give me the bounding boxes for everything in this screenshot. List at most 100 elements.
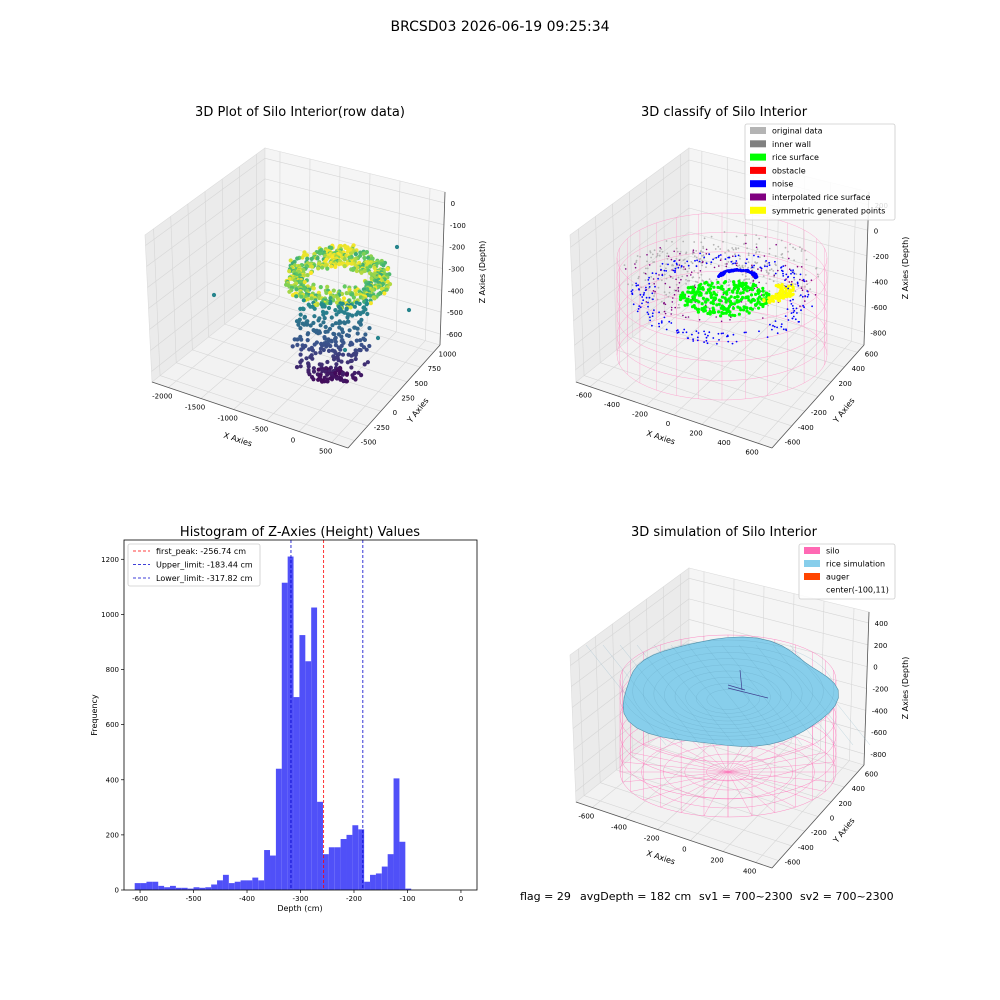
classified-point — [675, 247, 678, 250]
classified-point — [756, 261, 759, 264]
classified-point — [659, 247, 661, 249]
raw-data-point — [329, 264, 334, 269]
classified-point — [739, 255, 741, 258]
classified-point — [766, 336, 769, 338]
classified-point — [653, 292, 656, 295]
classified-point — [691, 252, 694, 255]
p2-gridline-z — [571, 183, 690, 272]
classified-point — [764, 265, 766, 268]
histogram-bar — [270, 855, 276, 890]
classified-point — [671, 264, 673, 267]
raw-data-point — [323, 263, 328, 268]
classified-point — [666, 255, 668, 258]
classified-point — [658, 254, 661, 257]
panel-simulation: 3D simulation of Silo Interior -600-400-… — [569, 525, 910, 876]
p2-gridline-z — [570, 159, 690, 248]
p4-silo-floor-spoke — [622, 771, 729, 783]
p1-x-tick-label: -500 — [252, 426, 268, 434]
classified-point — [717, 245, 720, 248]
p4-silo-floor-spoke — [630, 752, 729, 773]
classified-point — [743, 331, 746, 334]
panel-4-y-label: Y Axies — [831, 816, 857, 845]
classified-point — [678, 264, 681, 266]
rice-mesh-line — [704, 644, 786, 746]
classified-point — [804, 286, 806, 288]
classified-point — [668, 274, 671, 277]
p4-gridline-z — [571, 598, 690, 687]
raw-data-point — [300, 255, 305, 260]
classified-point — [645, 301, 648, 303]
classified-point — [719, 271, 723, 275]
panel-2-legend-label: noise — [772, 180, 793, 189]
raw-data-point — [339, 359, 344, 364]
raw-data-point — [311, 286, 316, 291]
p4-axis-y — [771, 764, 865, 869]
classified-point — [670, 322, 673, 324]
classified-point — [705, 253, 708, 255]
raw-data-point — [329, 377, 335, 382]
p1-gridline-y — [192, 349, 381, 412]
classified-point — [731, 342, 734, 345]
classified-point — [765, 282, 768, 285]
classified-point — [664, 303, 667, 306]
classified-point — [697, 272, 699, 274]
p2-z-tick-label: -600 — [871, 304, 887, 312]
classified-point — [637, 277, 640, 280]
classified-point — [804, 249, 806, 252]
classified-point — [665, 328, 668, 331]
histogram-bar — [193, 887, 200, 890]
classified-point — [692, 340, 695, 342]
p1-gridline-z — [146, 178, 266, 267]
histogram-bar — [246, 880, 253, 890]
classified-point — [817, 275, 820, 278]
classified-point — [736, 300, 741, 304]
classified-point — [635, 284, 638, 287]
raw-data-point — [340, 372, 345, 377]
raw-data-point — [325, 359, 330, 365]
classified-point — [648, 286, 651, 288]
histogram-y-tick-label: 200 — [106, 831, 119, 839]
classified-point — [679, 250, 682, 253]
raw-data-point — [334, 300, 340, 305]
p4-gridline-z — [688, 598, 869, 646]
classified-point — [693, 270, 696, 272]
classified-point — [760, 267, 763, 270]
raw-data-point — [340, 352, 346, 357]
classified-point — [776, 332, 779, 335]
histogram-bar — [334, 847, 341, 890]
classified-point — [635, 282, 637, 285]
raw-data-point — [304, 356, 309, 361]
classified-point — [672, 297, 674, 299]
panel-3-title: Histogram of Z-Axies (Height) Values — [180, 525, 420, 540]
classified-point — [685, 316, 687, 319]
classified-point — [784, 315, 787, 317]
raw-data-point — [299, 294, 304, 299]
p2-y-tick-label: 400 — [852, 365, 865, 373]
rice-mesh-line — [619, 644, 701, 746]
panel-4-rice-surface — [585, 636, 871, 747]
classified-point — [782, 296, 786, 300]
classified-point — [700, 241, 703, 244]
classified-point — [749, 282, 752, 284]
classified-point — [790, 269, 792, 272]
classified-point — [709, 294, 713, 298]
raw-data-point — [312, 314, 317, 319]
raw-data-point — [333, 308, 338, 313]
histogram-y-tick-label: 600 — [106, 721, 119, 729]
classified-point — [703, 237, 706, 240]
p4-z-tick-label: 200 — [874, 642, 887, 650]
classified-point — [660, 300, 663, 303]
panel-2-legend-label: original data — [772, 127, 823, 136]
histogram-legend-frame — [127, 543, 261, 587]
classified-point — [788, 291, 792, 295]
raw-data-point — [368, 301, 373, 306]
p2-y-tick-label: -200 — [811, 409, 827, 417]
p4-axis-x — [575, 801, 773, 869]
histogram-legend-label: Upper_limit: -183.44 cm — [156, 561, 253, 570]
histogram-x-ticks: -600 -500 -400 -300 -200 -100 0 — [132, 890, 463, 903]
raw-data-point — [315, 256, 320, 261]
raw-data-point — [344, 372, 349, 377]
p4-gridline-y — [583, 795, 779, 861]
classified-point — [658, 311, 660, 314]
raw-data-point — [304, 253, 310, 258]
